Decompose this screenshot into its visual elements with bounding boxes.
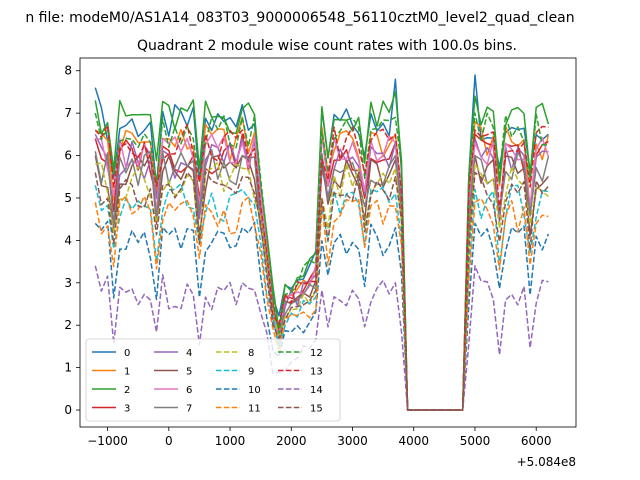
legend-label: 10	[248, 385, 261, 396]
x-tick-label: −1000	[87, 434, 128, 448]
chart-title: Quadrant 2 module wise count rates with …	[137, 38, 517, 54]
y-axis: 0 1 2 3 4 5 6 7 8	[64, 64, 80, 417]
x-tick-label: 2000	[276, 434, 307, 448]
y-tick-label: 1	[64, 361, 72, 375]
legend-label: 12	[310, 348, 323, 359]
legend-label: 13	[310, 367, 323, 378]
legend-label: 9	[248, 367, 254, 378]
legend-label: 2	[124, 385, 130, 396]
y-tick-label: 2	[64, 318, 72, 332]
y-tick-label: 7	[64, 106, 72, 120]
x-tick-label: 0	[165, 434, 173, 448]
legend-label: 8	[248, 348, 254, 359]
legend-label: 15	[310, 404, 323, 415]
series-line-10	[94, 220, 550, 411]
series-line-2	[94, 91, 550, 411]
y-tick-label: 4	[64, 233, 72, 247]
plot-series-group	[94, 74, 550, 411]
legend-label: 6	[186, 385, 192, 396]
x-tick-label: 5000	[460, 434, 491, 448]
legend-label: 7	[186, 404, 192, 415]
legend-label: 3	[124, 404, 130, 415]
x-axis-offset-label: +5.084e8	[517, 455, 576, 469]
series-line-15	[94, 170, 549, 411]
series-line-14	[94, 265, 549, 411]
x-tick-label: 6000	[521, 434, 552, 448]
legend-label: 11	[248, 404, 261, 415]
legend-box	[85, 338, 341, 422]
x-tick-label: 1000	[215, 434, 246, 448]
x-axis: −1000 0 1000 2000 3000 4000 5000 6000	[87, 427, 551, 448]
series-line-8	[95, 161, 549, 411]
y-tick-label: 0	[64, 403, 72, 417]
x-tick-label: 4000	[398, 434, 429, 448]
y-tick-label: 6	[64, 149, 72, 163]
legend-label: 1	[124, 367, 130, 378]
legend-label: 0	[124, 348, 130, 359]
plot-frame	[79, 57, 577, 428]
series-line-7	[94, 149, 550, 411]
series-line-13	[94, 123, 549, 411]
legend-label: 5	[186, 367, 192, 378]
y-tick-label: 8	[64, 64, 72, 78]
legend-label: 4	[186, 348, 192, 359]
y-tick-label: 5	[64, 191, 72, 205]
figure-suptitle: n file: modeM0/AS1A14_083T03_9000006548_…	[25, 10, 574, 26]
legend-label: 14	[310, 385, 323, 396]
series-line-12	[94, 112, 549, 411]
y-tick-label: 3	[64, 276, 72, 290]
x-tick-label: 3000	[337, 434, 368, 448]
